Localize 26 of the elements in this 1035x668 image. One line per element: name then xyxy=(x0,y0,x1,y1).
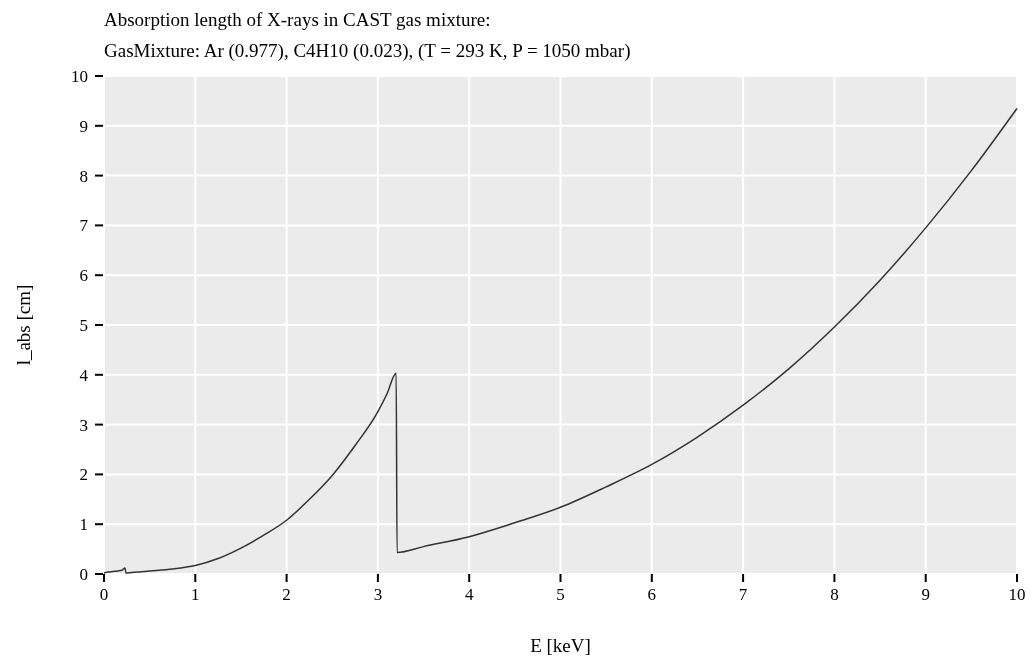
y-tick-label: 1 xyxy=(79,515,88,535)
x-tick-label: 3 xyxy=(373,585,383,604)
x-tick-label: 2 xyxy=(282,585,291,604)
chart-subtitle: GasMixture: Ar (0.977), C4H10 (0.023), (T = 293 K, P = 1050 mbar) xyxy=(104,40,631,62)
y-tick-label: 2 xyxy=(79,465,88,485)
x-tick-label: 6 xyxy=(647,585,657,604)
x-tick-label: 0 xyxy=(99,585,109,604)
x-tick-label: 9 xyxy=(921,585,930,604)
y-axis-title: l_abs [cm] xyxy=(13,284,34,366)
y-tick-label: 8 xyxy=(79,166,88,186)
y-tick-label: 5 xyxy=(79,316,88,335)
y-tick-label: 9 xyxy=(79,116,88,136)
x-tick-label: 8 xyxy=(830,585,839,604)
y-tick-label: 4 xyxy=(79,365,89,385)
x-tick-label: 10 xyxy=(1008,585,1026,604)
x-tick-label: 4 xyxy=(464,585,474,604)
y-tick-label: 6 xyxy=(79,266,88,286)
x-tick-label: 1 xyxy=(191,585,200,604)
x-tick-label: 5 xyxy=(556,585,565,604)
y-tick-label: 7 xyxy=(79,216,89,236)
y-tick-label: 3 xyxy=(79,415,88,435)
x-axis-title: E [keV] xyxy=(530,635,591,656)
y-tick-label: 0 xyxy=(79,565,88,584)
chart-title: Absorption length of X-rays in CAST gas mixture: xyxy=(104,9,491,30)
y-tick-label: 10 xyxy=(71,67,88,86)
x-tick-label: 7 xyxy=(738,585,748,604)
